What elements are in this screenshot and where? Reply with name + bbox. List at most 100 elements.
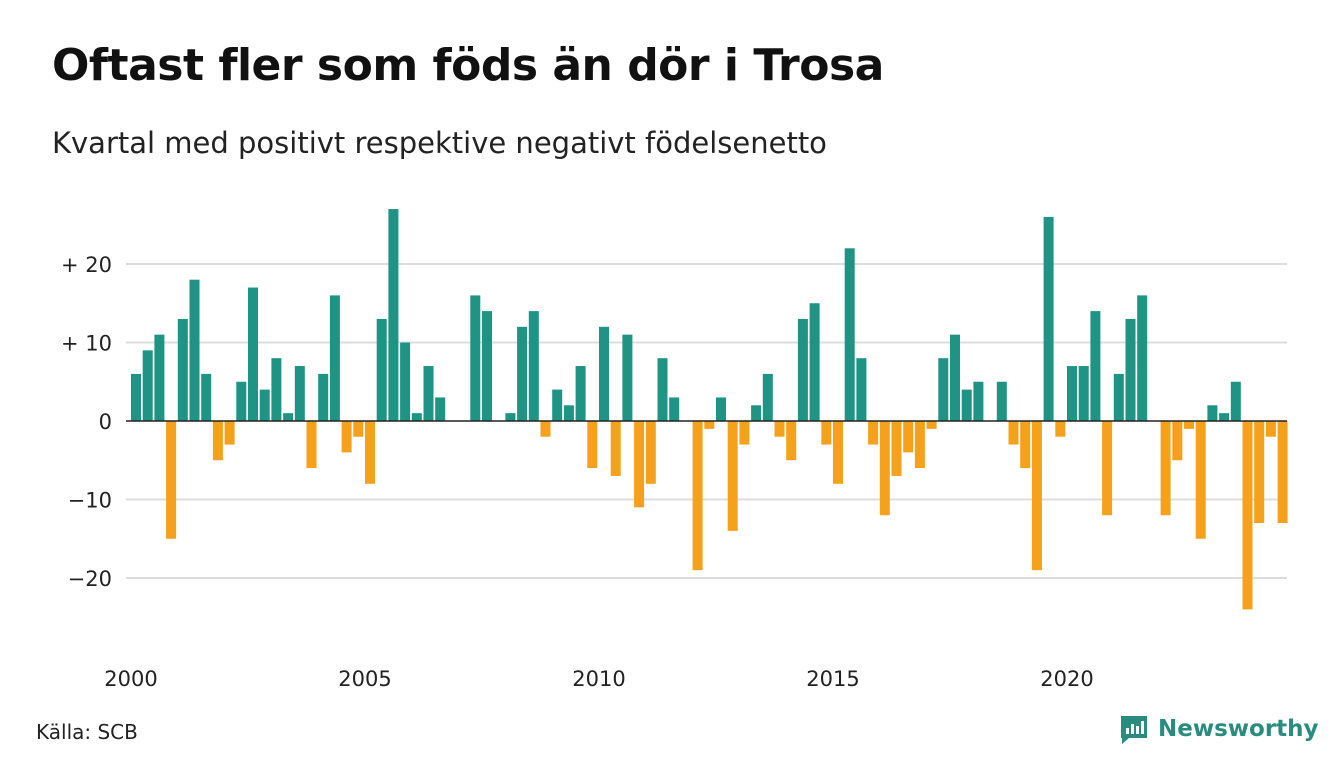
bar	[189, 279, 200, 421]
x-tick-label: 2020	[1040, 667, 1093, 691]
bar	[856, 358, 867, 421]
bar	[950, 334, 960, 421]
bar	[645, 421, 656, 484]
bar	[166, 421, 177, 539]
bar	[599, 326, 609, 421]
bar	[774, 421, 785, 437]
bar	[540, 421, 551, 437]
bar	[482, 311, 492, 421]
bar	[236, 381, 247, 421]
bar	[341, 421, 352, 453]
bar	[423, 366, 434, 421]
bar	[1172, 421, 1183, 461]
bar	[914, 421, 925, 469]
bar	[634, 421, 645, 508]
source-label: Källa: SCB	[36, 720, 138, 744]
bar	[388, 209, 399, 421]
y-tick-label: + 20	[61, 253, 112, 277]
bar	[329, 295, 340, 421]
x-tick-label: 2005	[338, 667, 391, 691]
bar	[786, 421, 797, 461]
bar	[1102, 421, 1113, 516]
bar	[575, 366, 586, 421]
y-tick-label: 0	[99, 410, 112, 434]
bar	[903, 421, 914, 453]
chart-subtitle: Kvartal med positivt respektive negativt…	[52, 126, 827, 160]
bar	[201, 373, 212, 421]
bar	[879, 421, 890, 516]
bar	[833, 421, 843, 484]
bar	[657, 358, 668, 421]
bar	[306, 421, 317, 469]
bar	[365, 421, 375, 484]
bar	[400, 342, 411, 421]
bar	[563, 405, 574, 421]
bar	[1090, 311, 1101, 421]
bar	[142, 350, 153, 421]
bar	[762, 373, 773, 421]
bar	[318, 373, 329, 421]
x-tick-label: 2000	[104, 667, 157, 691]
bar	[1265, 421, 1276, 437]
y-tick-label: −20	[68, 567, 112, 591]
brand-logo: Newsworthy	[1118, 713, 1319, 745]
bar	[552, 389, 563, 421]
bar	[1137, 295, 1148, 421]
bars	[131, 209, 1288, 610]
bar	[271, 358, 282, 421]
bar	[739, 421, 750, 445]
bar	[1043, 216, 1054, 421]
bar	[1254, 421, 1265, 524]
bar	[1277, 421, 1288, 524]
bar	[622, 334, 633, 421]
bar	[844, 248, 855, 421]
chart-plot: + 20 + 10 0 −10 −20 2000 2005 2010 2015 2020	[61, 209, 1288, 691]
x-axis-ticks: 2000 2005 2010 2015 2020	[104, 667, 1093, 691]
bar	[1207, 405, 1218, 421]
bar	[1184, 421, 1194, 429]
bar	[610, 421, 621, 476]
bar	[1008, 421, 1019, 445]
bar	[1078, 366, 1089, 421]
bar	[1031, 421, 1042, 571]
y-tick-label: −10	[68, 489, 112, 513]
y-tick-label: + 10	[61, 332, 112, 356]
bar	[505, 413, 516, 421]
bar	[376, 318, 387, 421]
bar	[973, 381, 984, 421]
bar	[1230, 381, 1241, 421]
bar	[797, 318, 808, 421]
bar	[248, 287, 258, 421]
bar	[1219, 413, 1230, 421]
bar	[294, 366, 305, 421]
bar	[411, 413, 422, 421]
bar	[727, 421, 738, 531]
bar	[353, 421, 364, 437]
bar	[259, 389, 270, 421]
bar	[1067, 366, 1077, 421]
bar	[1020, 421, 1031, 469]
bar	[704, 421, 715, 429]
bar	[212, 421, 223, 461]
bar	[961, 389, 972, 421]
bar	[692, 421, 703, 571]
bar	[154, 334, 165, 421]
x-tick-label: 2010	[572, 667, 625, 691]
bar	[224, 421, 235, 445]
bar	[996, 381, 1007, 421]
bar	[821, 421, 832, 445]
brand-name: Newsworthy	[1158, 716, 1319, 742]
bar	[528, 311, 539, 421]
bar	[669, 397, 680, 421]
bar	[938, 358, 949, 421]
chart-title: Oftast fler som föds än dör i Trosa	[52, 40, 884, 91]
bar	[1113, 373, 1124, 421]
bar	[868, 421, 879, 445]
bar	[751, 405, 762, 421]
y-axis-ticks: + 20 + 10 0 −10 −20	[61, 253, 112, 591]
bar	[470, 295, 481, 421]
bar	[1125, 318, 1136, 421]
bar	[177, 318, 188, 421]
bar	[1160, 421, 1171, 516]
bar	[1055, 421, 1066, 437]
